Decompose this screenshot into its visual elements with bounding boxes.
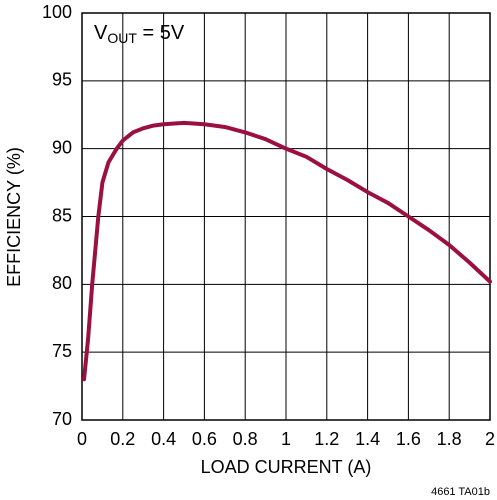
x-tick-label: 0.2 (110, 429, 135, 449)
y-tick-label: 85 (52, 205, 72, 225)
y-tick-label: 75 (52, 341, 72, 361)
x-tick-label: 2 (485, 429, 495, 449)
y-tick-label: 100 (42, 2, 72, 22)
x-tick-label: 0.4 (151, 429, 176, 449)
footnote: 4661 TA01b (431, 486, 490, 498)
annotation: VOUT = 5V (94, 22, 185, 45)
x-tick-label: 1.2 (314, 429, 339, 449)
x-tick-label: 0 (77, 429, 87, 449)
y-tick-label: 95 (52, 70, 72, 90)
annotation-rest: = 5V (137, 22, 185, 44)
x-tick-label: 1.4 (355, 429, 380, 449)
x-tick-label: 0.6 (192, 429, 217, 449)
x-tick-label: 0.8 (233, 429, 258, 449)
x-tick-label: 1.6 (396, 429, 421, 449)
x-axis-label: LOAD CURRENT (A) (201, 457, 372, 477)
y-tick-label: 80 (52, 273, 72, 293)
line-series (82, 120, 492, 382)
plot-border (81, 12, 491, 421)
y-tick-label: 70 (52, 409, 72, 429)
x-tick-label: 1.8 (437, 429, 462, 449)
x-tick-label: 1 (281, 429, 291, 449)
annotation-main: V (94, 22, 108, 44)
y-tick-label: 90 (52, 137, 72, 157)
y-axis-label: EFFICIENCY (%) (4, 147, 24, 287)
